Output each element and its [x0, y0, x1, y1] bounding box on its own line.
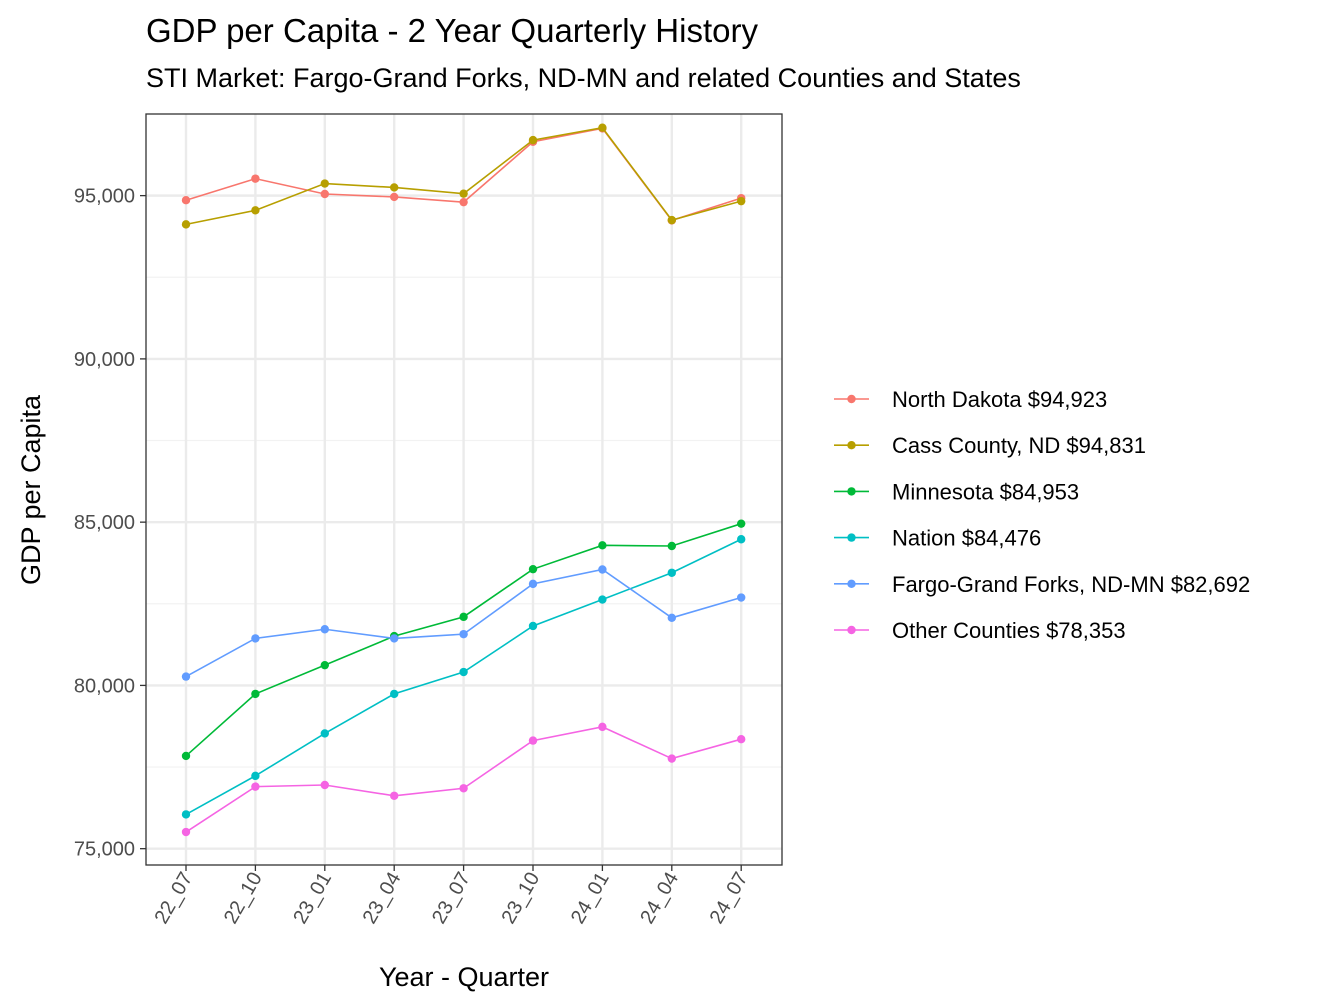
legend-label: Nation $84,476 — [892, 526, 1041, 551]
data-point — [737, 593, 746, 602]
data-point — [598, 722, 607, 732]
legend-key-point — [847, 533, 856, 542]
x-tick-label: 23_10 — [497, 869, 544, 928]
data-point — [181, 827, 191, 837]
data-point — [737, 196, 746, 206]
x-tick-label: 24_07 — [706, 869, 753, 928]
data-point — [737, 519, 746, 528]
y-axis: 75,000 80,000 85,000 90,000 95,000 — [74, 186, 146, 861]
data-point — [459, 189, 468, 198]
legend: North Dakota $94,923 Cass County, ND $94,… — [834, 387, 1250, 643]
y-axis-title: GDP per Capita — [16, 394, 46, 585]
series-group — [181, 519, 746, 761]
legend-key-point — [847, 487, 856, 496]
data-point — [251, 782, 260, 791]
legend-label: North Dakota $94,923 — [892, 387, 1107, 412]
x-axis-title: Year - Quarter — [379, 962, 549, 992]
data-point — [181, 751, 191, 761]
data-point — [667, 568, 676, 577]
data-point — [528, 579, 538, 589]
x-tick-label: 23_01 — [289, 869, 336, 928]
y-tick-label: 90,000 — [74, 349, 135, 371]
legend-item: North Dakota $94,923 — [834, 387, 1107, 412]
gridlines — [146, 114, 782, 865]
y-tick-label: 80,000 — [74, 675, 135, 697]
x-tick-label: 22_07 — [150, 869, 197, 928]
data-point — [390, 634, 399, 643]
data-point — [320, 625, 329, 634]
legend-label: Cass County, ND $94,831 — [892, 433, 1146, 458]
data-point — [459, 784, 468, 793]
data-point — [320, 729, 329, 738]
data-point — [390, 192, 399, 202]
x-tick-label: 23_07 — [428, 869, 475, 928]
data-point — [598, 595, 607, 604]
data-point — [390, 183, 399, 192]
legend-label: Other Counties $78,353 — [892, 618, 1126, 643]
x-tick-label: 23_04 — [359, 869, 406, 928]
data-point — [320, 179, 329, 188]
data-point — [667, 613, 676, 623]
legend-item: Fargo-Grand Forks, ND-MN $82,692 — [834, 572, 1250, 597]
legend-item: Minnesota $84,953 — [834, 479, 1079, 504]
series-group — [181, 123, 746, 229]
series-group — [181, 535, 746, 819]
legend-key-point — [847, 394, 856, 404]
data-point — [598, 123, 607, 132]
data-point — [251, 634, 260, 643]
data-point — [667, 754, 676, 763]
series-lines — [181, 123, 746, 837]
data-point — [528, 621, 538, 631]
data-point — [251, 174, 260, 183]
data-point — [459, 612, 468, 622]
x-tick-label: 24_04 — [636, 869, 683, 928]
data-point — [251, 689, 260, 699]
x-axis: 22_07 22_10 23_01 23_04 23_07 23_10 24_01 24_04… — [150, 865, 753, 928]
legend-item: Other Counties $78,353 — [834, 618, 1126, 643]
legend-item: Cass County, ND $94,831 — [834, 433, 1146, 458]
data-point — [320, 189, 329, 199]
data-point — [320, 660, 329, 670]
y-tick-label: 75,000 — [74, 839, 135, 861]
data-point — [598, 565, 607, 574]
data-point — [320, 780, 329, 790]
data-point — [528, 564, 538, 574]
data-point — [181, 196, 191, 205]
data-point — [181, 810, 191, 819]
data-point — [528, 135, 538, 145]
x-tick-label: 24_01 — [567, 869, 614, 928]
legend-key-point — [847, 625, 856, 635]
y-tick-label: 85,000 — [74, 512, 135, 534]
data-point — [667, 215, 676, 225]
data-point — [667, 541, 676, 551]
data-point — [737, 734, 746, 744]
legend-label: Minnesota $84,953 — [892, 479, 1079, 504]
series-group — [181, 565, 746, 681]
data-point — [459, 197, 468, 207]
data-point — [459, 667, 468, 677]
data-point — [598, 541, 607, 550]
data-point — [251, 206, 260, 215]
data-point — [181, 672, 191, 681]
legend-key-point — [847, 579, 856, 588]
chart-subtitle: STI Market: Fargo-Grand Forks, ND-MN and… — [146, 63, 1021, 93]
data-point — [181, 220, 191, 229]
data-point — [459, 629, 468, 639]
data-point — [528, 736, 538, 745]
data-point — [251, 771, 260, 781]
legend-item: Nation $84,476 — [834, 526, 1041, 551]
data-point — [390, 689, 399, 699]
chart-title: GDP per Capita - 2 Year Quarterly Histor… — [146, 12, 758, 49]
data-point — [737, 535, 746, 544]
x-tick-label: 22_10 — [220, 869, 267, 928]
data-point — [390, 791, 399, 800]
legend-label: Fargo-Grand Forks, ND-MN $82,692 — [892, 572, 1250, 597]
legend-key-point — [847, 441, 856, 450]
series-group — [181, 722, 746, 837]
y-tick-label: 95,000 — [74, 186, 135, 208]
